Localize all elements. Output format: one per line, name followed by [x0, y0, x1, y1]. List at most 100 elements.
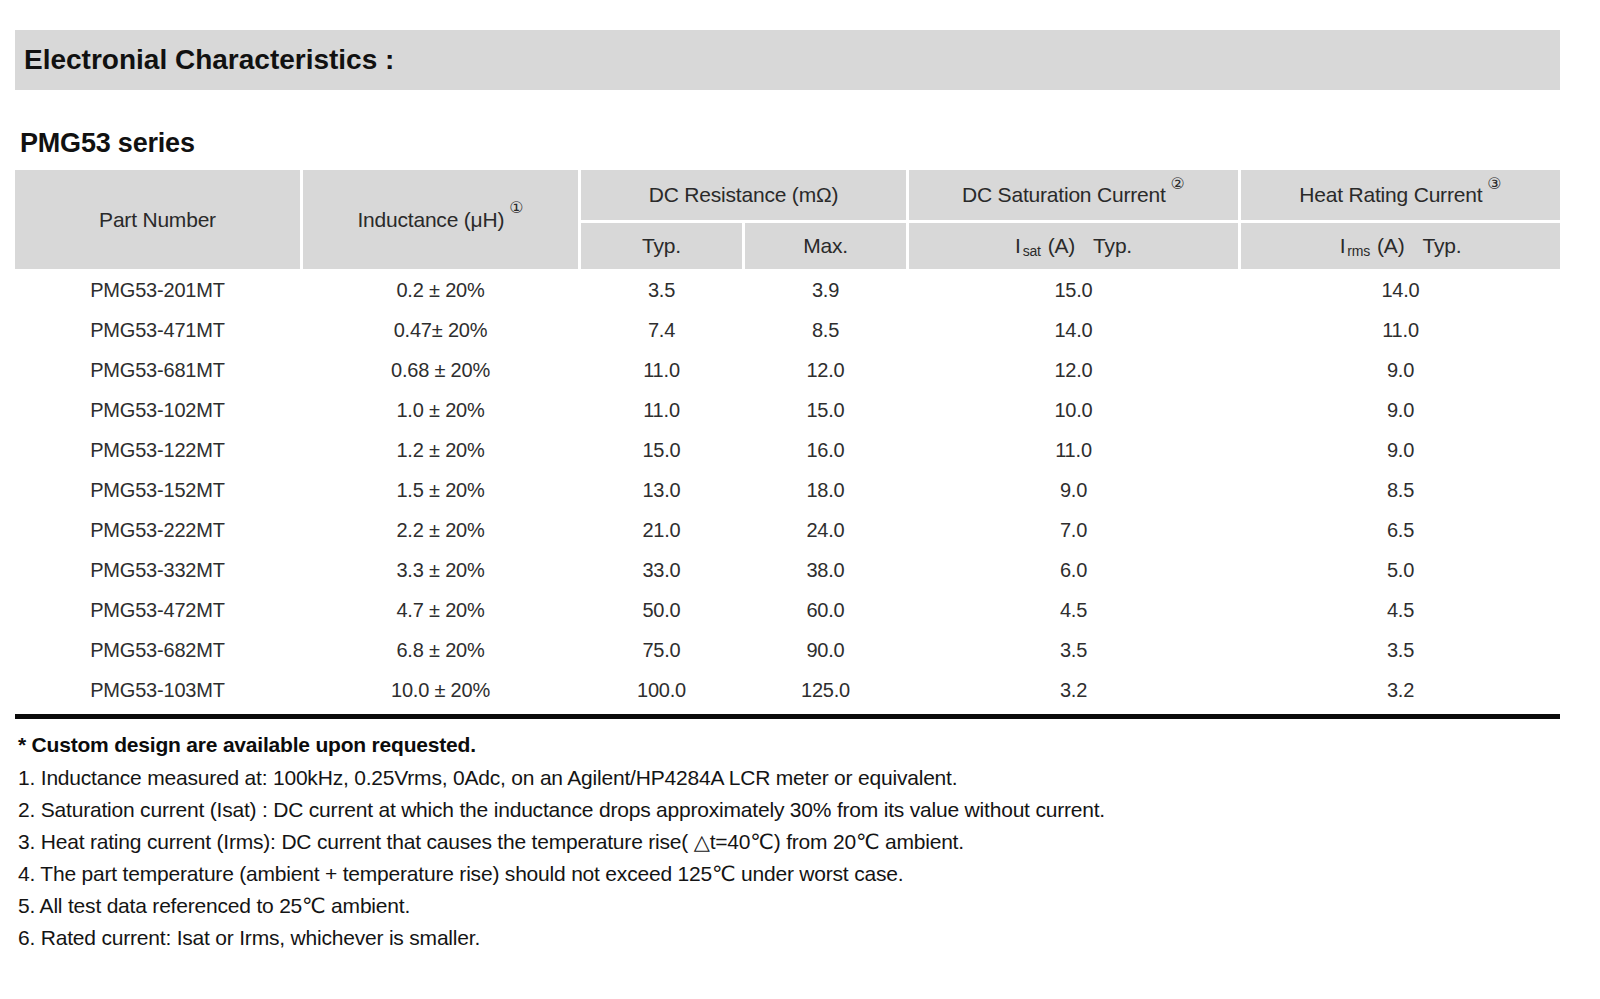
cell-inductance: 3.3 ± 20%: [303, 550, 578, 590]
cell-dcr-typ: 21.0: [581, 510, 742, 550]
cell-dcr-typ: 15.0: [581, 430, 742, 470]
cell-isat: 4.5: [909, 590, 1238, 630]
table-row: PMG53-222MT 2.2 ± 20% 21.0 24.0 7.0 6.5: [15, 510, 1560, 550]
cell-dcr-typ: 7.4: [581, 310, 742, 350]
col-header-saturation-current: DC Saturation Current ②: [909, 170, 1238, 220]
table-row: PMG53-201MT 0.2 ± 20% 3.5 3.9 15.0 14.0: [15, 270, 1560, 310]
cell-dcr-typ: 3.5: [581, 270, 742, 310]
cell-dcr-max: 24.0: [745, 510, 906, 550]
cell-part-number: PMG53-332MT: [15, 550, 300, 590]
cell-part-number: PMG53-103MT: [15, 670, 300, 710]
table-header: Part Number Inductance (μH) ① DC Resistan…: [15, 170, 1560, 269]
cell-isat: 15.0: [909, 270, 1238, 310]
cell-irms: 5.0: [1241, 550, 1560, 590]
cell-irms: 11.0: [1241, 310, 1560, 350]
cell-dcr-typ: 11.0: [581, 390, 742, 430]
col-header-heat-rating-current: Heat Rating Current ③: [1241, 170, 1560, 220]
cell-inductance: 0.2 ± 20%: [303, 270, 578, 310]
isat-unit: (A): [1048, 234, 1075, 258]
cell-irms: 6.5: [1241, 510, 1560, 550]
cell-dcr-max: 60.0: [745, 590, 906, 630]
cell-part-number: PMG53-682MT: [15, 630, 300, 670]
cell-part-number: PMG53-222MT: [15, 510, 300, 550]
cell-dcr-max: 3.9: [745, 270, 906, 310]
cell-part-number: PMG53-471MT: [15, 310, 300, 350]
table-row: PMG53-103MT 10.0 ± 20% 100.0 125.0 3.2 3…: [15, 670, 1560, 710]
isat-typ-label: Typ.: [1093, 234, 1132, 258]
cell-irms: 4.5: [1241, 590, 1560, 630]
col-header-dcr-typ: Typ.: [581, 223, 742, 269]
saturation-label: DC Saturation Current: [962, 183, 1166, 207]
irms-unit: (A): [1377, 234, 1404, 258]
dcr-typ-label: Typ.: [642, 234, 681, 258]
cell-isat: 11.0: [909, 430, 1238, 470]
table-row: PMG53-682MT 6.8 ± 20% 75.0 90.0 3.5 3.5: [15, 630, 1560, 670]
footnote-2: 2. Saturation current (Isat) : DC curren…: [18, 794, 1105, 826]
cell-inductance: 0.68 ± 20%: [303, 350, 578, 390]
cell-dcr-typ: 100.0: [581, 670, 742, 710]
irms-symbol: I: [1340, 234, 1346, 258]
cell-isat: 9.0: [909, 470, 1238, 510]
cell-inductance: 10.0 ± 20%: [303, 670, 578, 710]
section-header-bar: Electronial Characteristics :: [15, 30, 1560, 90]
isat-subscript: sat: [1023, 243, 1041, 259]
part-number-label: Part Number: [99, 208, 216, 232]
footnote-ref-2: ②: [1171, 174, 1185, 193]
cell-irms: 9.0: [1241, 430, 1560, 470]
cell-irms: 8.5: [1241, 470, 1560, 510]
series-title: PMG53 series: [20, 128, 195, 159]
cell-part-number: PMG53-102MT: [15, 390, 300, 430]
cell-part-number: PMG53-681MT: [15, 350, 300, 390]
footnote-6: 6. Rated current: Isat or Irms, whicheve…: [18, 922, 1105, 954]
inductance-label: Inductance (μH): [357, 208, 504, 232]
custom-design-note: * Custom design are available upon reque…: [18, 733, 476, 757]
col-header-inductance: Inductance (μH) ①: [303, 170, 578, 269]
cell-irms: 14.0: [1241, 270, 1560, 310]
cell-inductance: 1.2 ± 20%: [303, 430, 578, 470]
cell-dcr-max: 90.0: [745, 630, 906, 670]
cell-dcr-typ: 13.0: [581, 470, 742, 510]
cell-dcr-max: 18.0: [745, 470, 906, 510]
cell-dcr-max: 125.0: [745, 670, 906, 710]
cell-isat: 6.0: [909, 550, 1238, 590]
cell-inductance: 2.2 ± 20%: [303, 510, 578, 550]
datasheet-page: Electronial Characteristics : PMG53 seri…: [0, 0, 1600, 999]
footnote-1: 1. Inductance measured at: 100kHz, 0.25V…: [18, 762, 1105, 794]
table-body: PMG53-201MT 0.2 ± 20% 3.5 3.9 15.0 14.0 …: [15, 270, 1560, 710]
cell-dcr-max: 8.5: [745, 310, 906, 350]
table-row: PMG53-681MT 0.68 ± 20% 11.0 12.0 12.0 9.…: [15, 350, 1560, 390]
cell-irms: 9.0: [1241, 350, 1560, 390]
footnote-5: 5. All test data referenced to 25℃ ambie…: [18, 890, 1105, 922]
table-row: PMG53-122MT 1.2 ± 20% 15.0 16.0 11.0 9.0: [15, 430, 1560, 470]
footnotes: 1. Inductance measured at: 100kHz, 0.25V…: [18, 762, 1105, 954]
section-title: Electronial Characteristics :: [15, 44, 394, 76]
footnote-3: 3. Heat rating current (Irms): DC curren…: [18, 826, 1105, 858]
heat-rating-label: Heat Rating Current: [1299, 183, 1482, 207]
table-row: PMG53-472MT 4.7 ± 20% 50.0 60.0 4.5 4.5: [15, 590, 1560, 630]
cell-dcr-typ: 33.0: [581, 550, 742, 590]
cell-part-number: PMG53-152MT: [15, 470, 300, 510]
cell-part-number: PMG53-201MT: [15, 270, 300, 310]
col-header-dcr-max: Max.: [745, 223, 906, 269]
cell-inductance: 6.8 ± 20%: [303, 630, 578, 670]
cell-part-number: PMG53-122MT: [15, 430, 300, 470]
cell-inductance: 4.7 ± 20%: [303, 590, 578, 630]
cell-irms: 3.2: [1241, 670, 1560, 710]
cell-dcr-max: 16.0: [745, 430, 906, 470]
cell-inductance: 1.0 ± 20%: [303, 390, 578, 430]
footnote-ref-3: ③: [1487, 174, 1501, 193]
dc-resistance-label: DC Resistance (mΩ): [649, 183, 838, 207]
cell-part-number: PMG53-472MT: [15, 590, 300, 630]
cell-dcr-max: 15.0: [745, 390, 906, 430]
cell-dcr-typ: 50.0: [581, 590, 742, 630]
cell-isat: 10.0: [909, 390, 1238, 430]
isat-symbol: I: [1015, 234, 1021, 258]
cell-dcr-typ: 11.0: [581, 350, 742, 390]
col-header-part-number: Part Number: [15, 170, 300, 269]
cell-inductance: 1.5 ± 20%: [303, 470, 578, 510]
dcr-max-label: Max.: [803, 234, 848, 258]
footnote-ref-1: ①: [509, 198, 523, 217]
cell-isat: 3.5: [909, 630, 1238, 670]
irms-subscript: rms: [1347, 243, 1370, 259]
cell-dcr-max: 38.0: [745, 550, 906, 590]
